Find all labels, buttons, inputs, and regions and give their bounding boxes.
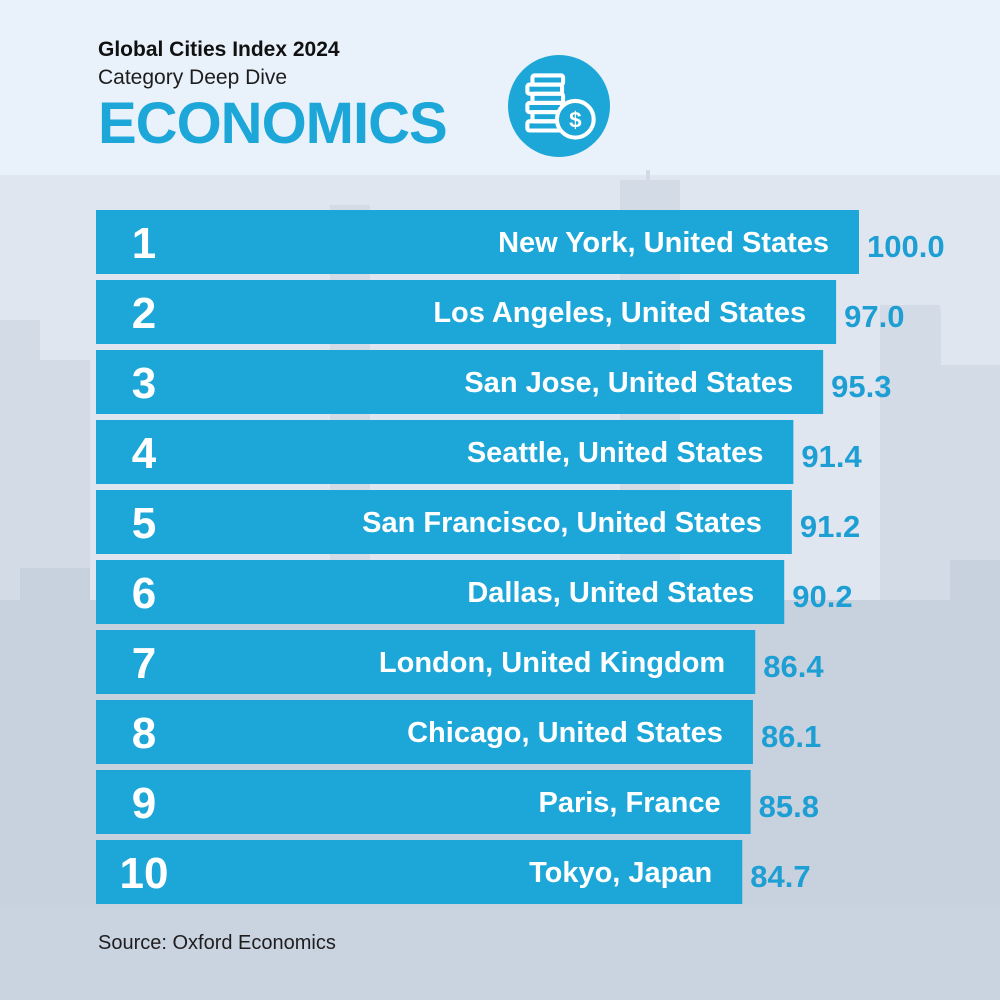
- bar-row: 7 London, United Kingdom 86.4: [96, 630, 824, 694]
- bar: [96, 420, 794, 484]
- bar: [96, 280, 837, 344]
- value-label: 91.2: [800, 509, 860, 544]
- rank-label: 5: [132, 499, 156, 548]
- city-label: London, United Kingdom: [379, 647, 725, 679]
- city-label: Dallas, United States: [467, 577, 754, 609]
- city-label: Chicago, United States: [407, 717, 723, 749]
- city-label: New York, United States: [498, 227, 829, 259]
- rank-label: 7: [132, 639, 156, 688]
- bar: [96, 630, 756, 694]
- category-title: ECONOMICS: [98, 91, 448, 156]
- subtitle: Category Deep Dive: [98, 66, 288, 89]
- bar: [96, 350, 824, 414]
- rank-label: 6: [132, 569, 156, 618]
- bar: [96, 840, 743, 904]
- value-label: 97.0: [844, 299, 904, 334]
- bar-row: 4 Seattle, United States 91.4: [96, 420, 862, 484]
- value-label: 84.7: [750, 859, 810, 894]
- bar: [96, 700, 753, 764]
- bar: [96, 560, 785, 624]
- rank-label: 4: [132, 429, 157, 478]
- rank-label: 8: [132, 709, 156, 758]
- value-label: 100.0: [867, 229, 945, 264]
- city-label: Tokyo, Japan: [529, 857, 712, 889]
- header: Global Cities Index 2024 Category Deep D…: [98, 38, 448, 156]
- rank-label: 9: [132, 779, 156, 828]
- bar-row: 5 San Francisco, United States 91.2: [96, 490, 860, 554]
- bar-row: 1 New York, United States 100.0: [96, 210, 945, 274]
- value-label: 85.8: [759, 789, 819, 824]
- bar: [96, 770, 751, 834]
- rank-label: 3: [132, 359, 156, 408]
- rank-label: 10: [120, 849, 169, 898]
- brand-title: Global Cities Index 2024: [98, 38, 340, 61]
- bar-row: 2 Los Angeles, United States 97.0: [96, 280, 904, 344]
- value-label: 91.4: [801, 439, 862, 474]
- city-label: San Francisco, United States: [362, 507, 762, 539]
- city-label: San Jose, United States: [464, 367, 793, 399]
- bar: [96, 210, 859, 274]
- rank-label: 2: [132, 289, 156, 338]
- bar-row: 8 Chicago, United States 86.1: [96, 700, 821, 764]
- bar-row: 6 Dallas, United States 90.2: [96, 560, 853, 624]
- value-label: 95.3: [831, 369, 891, 404]
- bar: [96, 490, 792, 554]
- bar-row: 10 Tokyo, Japan 84.7: [96, 840, 811, 904]
- value-label: 86.4: [763, 649, 824, 684]
- rank-label: 1: [132, 219, 156, 268]
- bar-row: 3 San Jose, United States 95.3: [96, 350, 891, 414]
- city-label: Los Angeles, United States: [433, 297, 806, 329]
- svg-text:$: $: [569, 107, 582, 132]
- value-label: 86.1: [761, 719, 821, 754]
- value-label: 90.2: [792, 579, 852, 614]
- coins-dollar-icon: $: [508, 55, 610, 157]
- city-label: Seattle, United States: [467, 437, 764, 469]
- bar-row: 9 Paris, France 85.8: [96, 770, 819, 834]
- city-label: Paris, France: [538, 787, 720, 819]
- source-note: Source: Oxford Economics: [98, 932, 336, 954]
